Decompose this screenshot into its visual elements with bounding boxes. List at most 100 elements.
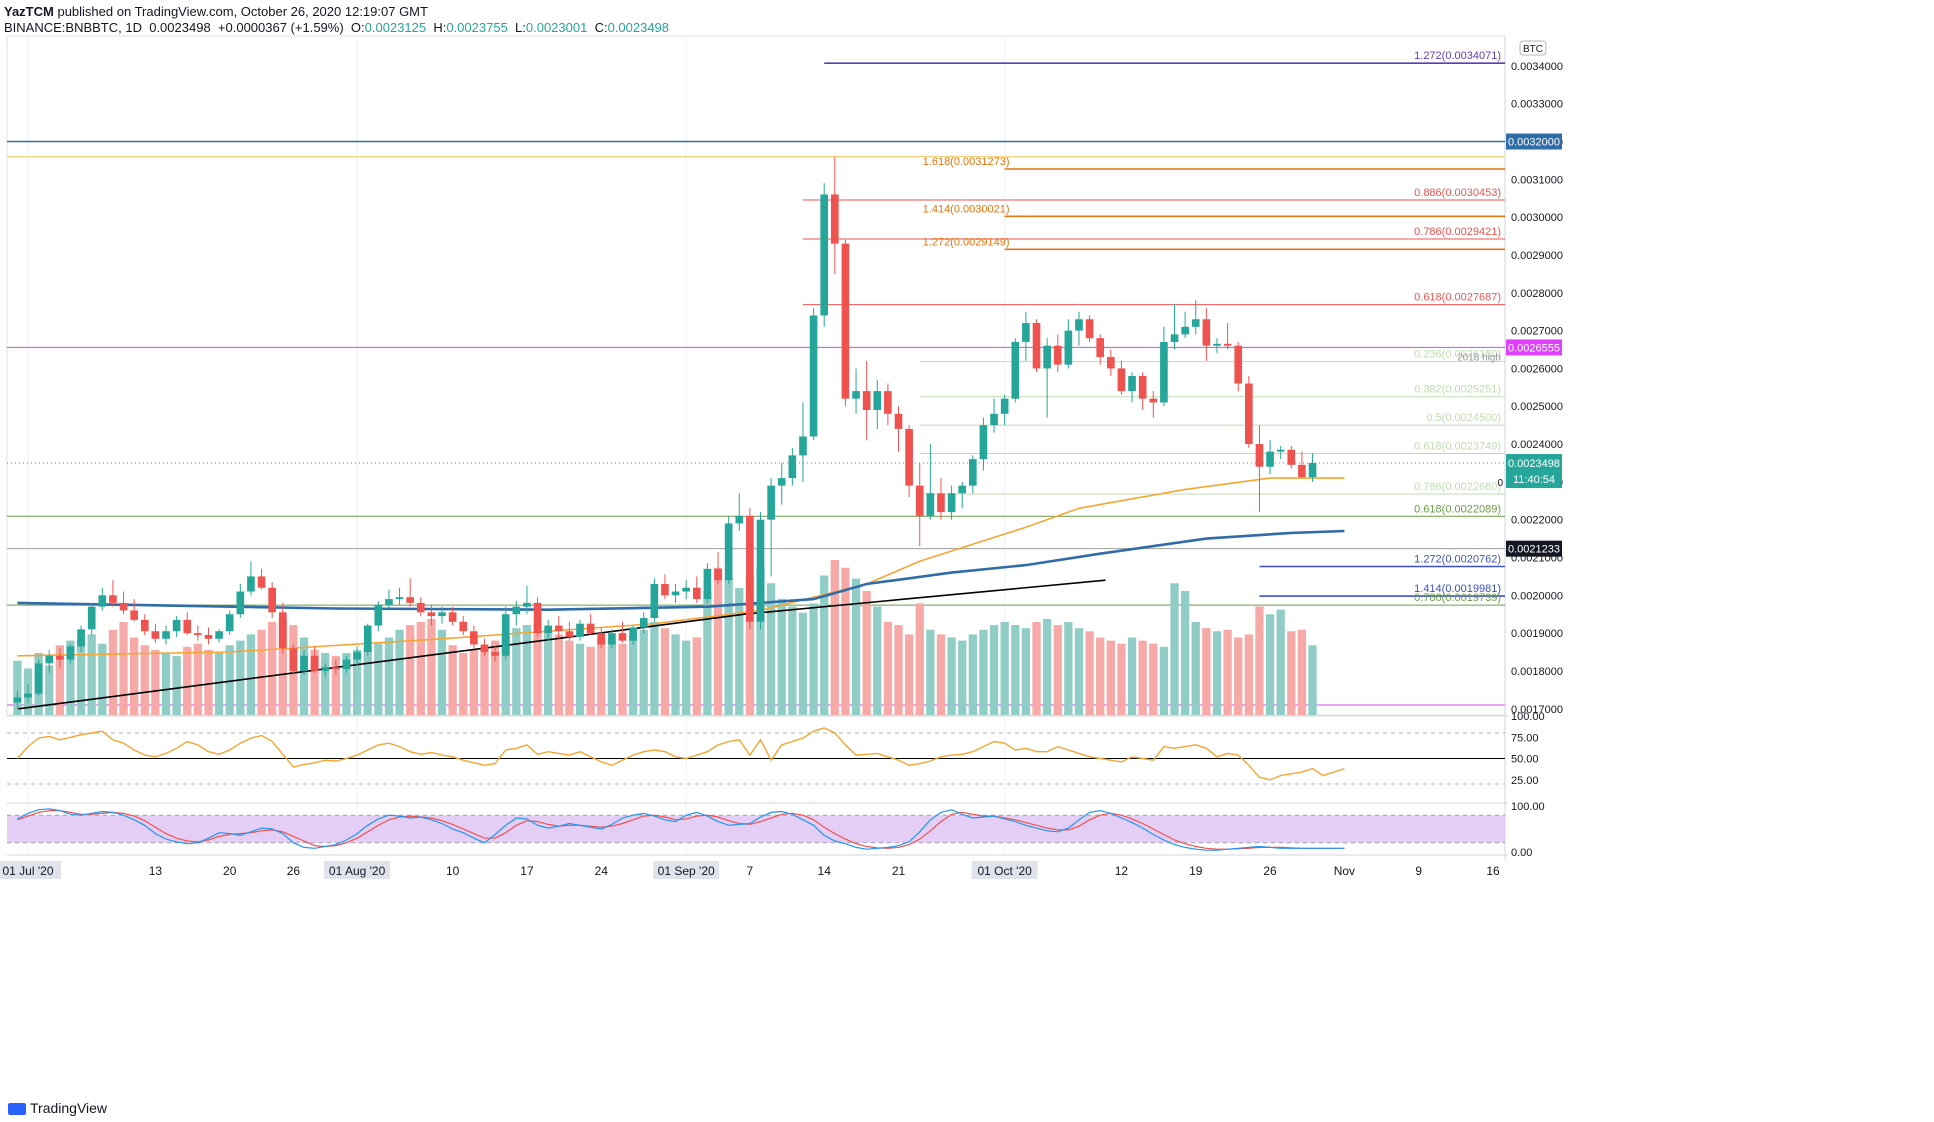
- volume-bar: [87, 634, 96, 715]
- candle-body: [1308, 463, 1317, 478]
- volume-bar: [777, 598, 786, 715]
- level-price-badge: [1506, 339, 1562, 356]
- candle-body: [618, 633, 627, 641]
- candle-body: [915, 485, 924, 516]
- currency-badge-label: BTC: [1523, 44, 1543, 55]
- price-tick-label: 0.0017000: [1511, 704, 1563, 716]
- candle-body: [682, 587, 691, 592]
- volume-bar: [926, 629, 935, 715]
- candle-body: [1276, 449, 1285, 452]
- fib-level-label: 1.618(0.0031273): [923, 156, 1010, 168]
- volume-bar: [682, 640, 691, 715]
- candle-body: [98, 595, 107, 607]
- volume-bar: [660, 628, 670, 715]
- time-tick-label: 24: [595, 864, 609, 878]
- time-tick-badge: [324, 861, 391, 879]
- candle-body: [692, 587, 701, 600]
- volume-bar: [1297, 629, 1307, 715]
- price-tick-label: 0.0018000: [1511, 666, 1563, 678]
- candle-body: [278, 612, 287, 649]
- candle-body: [1149, 398, 1158, 403]
- volume-bar: [936, 634, 946, 715]
- candle-body: [66, 646, 75, 660]
- volume-bar: [820, 575, 829, 715]
- candle-body: [894, 413, 903, 429]
- candle-body: [225, 614, 234, 632]
- volume-bar: [1180, 591, 1190, 715]
- candle-body: [714, 568, 722, 581]
- candle-body: [395, 597, 404, 600]
- volume-bar: [735, 587, 744, 715]
- publisher-name: YazTCM: [4, 4, 54, 19]
- volume-bar: [565, 640, 574, 715]
- volume-bar: [1085, 631, 1094, 715]
- stoch-k-line: [17, 808, 1345, 851]
- time-tick-label: 26: [287, 864, 301, 878]
- candle-body: [1064, 330, 1073, 365]
- volume-bar: [469, 649, 479, 715]
- candle-body: [1298, 464, 1306, 478]
- candle-body: [533, 602, 542, 634]
- candle-body: [45, 655, 54, 664]
- volume-bar: [703, 591, 712, 715]
- level-price-badge: [1506, 133, 1562, 150]
- volume-bar: [193, 643, 202, 715]
- candle-body: [809, 315, 818, 437]
- price-tick-label: 0.0026000: [1511, 363, 1563, 375]
- volume-bar: [278, 618, 287, 715]
- price-tick-label: 0.0024000: [1511, 439, 1563, 451]
- price-tick-label: 0.0029000: [1511, 250, 1563, 262]
- high-label: H:: [433, 20, 447, 35]
- candle-body: [353, 652, 361, 660]
- candle-body: [194, 633, 202, 636]
- candle-body: [87, 606, 96, 630]
- volume-bar: [161, 653, 171, 715]
- volume-bar: [1032, 622, 1041, 715]
- symbol-name: BINANCE:BNBBTC, 1D: [4, 20, 142, 35]
- rsi-tick-label: 75.00: [1511, 732, 1539, 744]
- time-tick-label: 14: [818, 864, 832, 878]
- volume-bar: [352, 649, 362, 715]
- candle-body: [470, 631, 478, 645]
- candle-body: [363, 625, 372, 653]
- volume-bar: [873, 606, 882, 715]
- time-tick-label: 12: [1115, 864, 1129, 878]
- volume-bar: [331, 656, 341, 715]
- ascending-trendline: [18, 579, 1106, 710]
- volume-bar: [692, 637, 701, 715]
- volume-bar: [1170, 583, 1179, 715]
- volume-bar: [13, 660, 22, 715]
- candle-body: [459, 621, 468, 632]
- time-tick-label: 01 Aug '20: [329, 864, 386, 878]
- price-tick-label: 0.0019000: [1511, 628, 1563, 640]
- time-tick-label: 01 Jul '20: [3, 864, 54, 878]
- bar-countdown-label: 11:40:54: [1513, 474, 1555, 486]
- candle-body: [1266, 451, 1274, 467]
- candle-body: [385, 599, 393, 605]
- tradingview-brand[interactable]: TradingView: [8, 1100, 107, 1116]
- volume-bar: [1287, 631, 1296, 715]
- candle-body: [724, 523, 733, 581]
- volume-bar: [55, 645, 64, 715]
- price-tick-label: 0.0030000: [1511, 212, 1563, 224]
- candle-body: [119, 602, 128, 611]
- candle-body: [968, 459, 977, 486]
- candle-body: [512, 606, 521, 615]
- volume-bar: [915, 603, 924, 715]
- volume-bar: [628, 634, 638, 715]
- open-value: 0.0023125: [364, 20, 427, 35]
- candle-body: [1053, 345, 1062, 365]
- volume-bar: [1138, 640, 1147, 715]
- fib-level-label: 0.5(0.0024500): [1426, 412, 1501, 424]
- stoch-d-line: [17, 810, 1345, 850]
- volume-bar: [395, 629, 404, 715]
- ma-value-marker: 0: [1497, 478, 1503, 489]
- rsi-tick-label: 25.00: [1511, 775, 1539, 787]
- volume-bar: [1000, 622, 1009, 715]
- volume-bar: [236, 640, 245, 715]
- volume-bar: [416, 622, 425, 715]
- volume-bar: [204, 649, 213, 715]
- candle-body: [544, 625, 553, 634]
- volume-bar: [841, 567, 850, 715]
